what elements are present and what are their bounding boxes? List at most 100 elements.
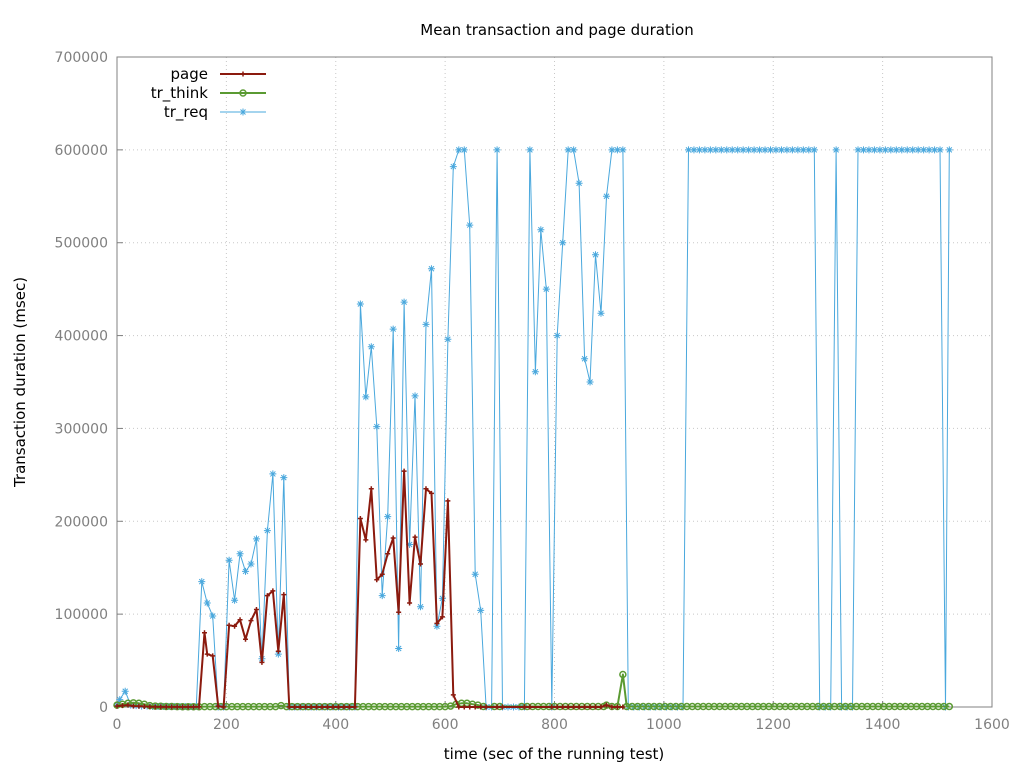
legend-label: page bbox=[171, 65, 208, 83]
data-point-page bbox=[412, 534, 418, 540]
data-point-tr_req bbox=[887, 146, 895, 154]
data-point-tr_req bbox=[384, 513, 392, 521]
legend-entry-page: page bbox=[171, 65, 266, 83]
data-point-page bbox=[401, 468, 407, 474]
data-point-tr_think bbox=[945, 702, 954, 711]
y-tick-label: 600000 bbox=[55, 143, 108, 159]
data-point-tr_req bbox=[695, 146, 703, 154]
data-point-tr_req bbox=[788, 146, 796, 154]
data-point-tr_req bbox=[684, 146, 692, 154]
data-point-tr_req bbox=[597, 309, 605, 317]
data-point-page bbox=[275, 648, 281, 654]
data-point-page bbox=[614, 704, 620, 710]
series-tr_think bbox=[113, 670, 954, 711]
data-point-page bbox=[494, 704, 500, 710]
data-point-tr_req bbox=[619, 146, 627, 154]
data-point-page bbox=[363, 537, 369, 543]
data-point-page bbox=[357, 516, 363, 521]
data-point-tr_req bbox=[406, 541, 414, 548]
data-point-tr_req bbox=[400, 298, 408, 306]
data-point-tr_req bbox=[247, 560, 255, 568]
data-point-page bbox=[549, 704, 555, 710]
data-point-tr_req bbox=[586, 378, 594, 386]
data-point-page bbox=[439, 614, 445, 620]
y-tick-label: 100000 bbox=[55, 607, 108, 623]
data-point-tr_req bbox=[767, 146, 775, 154]
data-point-tr_req bbox=[761, 146, 769, 154]
data-point-page bbox=[434, 620, 440, 626]
data-point-page bbox=[243, 636, 249, 642]
data-point-page bbox=[609, 704, 615, 710]
data-point-page bbox=[565, 704, 571, 710]
legend-entry-tr_req: tr_req bbox=[164, 103, 266, 122]
data-point-page bbox=[341, 704, 347, 710]
data-point-page bbox=[308, 704, 314, 710]
y-tick-label: 0 bbox=[99, 700, 108, 716]
data-point-page bbox=[407, 600, 413, 606]
legend-marker bbox=[240, 71, 246, 77]
data-point-page bbox=[303, 704, 309, 710]
data-point-page bbox=[527, 704, 533, 710]
data-point-tr_req bbox=[723, 146, 731, 154]
data-point-tr_req bbox=[411, 392, 419, 400]
data-point-page bbox=[576, 704, 582, 710]
data-point-tr_req bbox=[701, 146, 709, 154]
data-point-page bbox=[582, 704, 588, 710]
data-point-tr_req bbox=[920, 146, 928, 154]
data-point-page bbox=[428, 490, 434, 496]
data-point-page bbox=[204, 651, 210, 657]
data-point-tr_req bbox=[280, 474, 288, 482]
data-point-tr_req bbox=[945, 146, 953, 154]
data-point-tr_req bbox=[542, 285, 550, 293]
data-point-tr_req bbox=[537, 226, 545, 234]
data-point-tr_req bbox=[602, 192, 610, 200]
data-point-page bbox=[330, 704, 336, 710]
data-point-page bbox=[472, 704, 478, 710]
data-point-page bbox=[191, 704, 197, 710]
data-point-page bbox=[215, 703, 221, 709]
data-point-page bbox=[125, 702, 131, 708]
data-point-page bbox=[281, 592, 287, 598]
data-point-tr_req bbox=[805, 146, 813, 154]
data-point-page bbox=[270, 588, 276, 594]
data-point-page bbox=[325, 704, 331, 710]
data-point-page bbox=[202, 630, 207, 636]
data-point-page bbox=[374, 577, 380, 583]
data-point-tr_req bbox=[444, 335, 452, 343]
y-tick-label: 200000 bbox=[55, 514, 108, 530]
data-point-page bbox=[226, 622, 232, 628]
data-point-page bbox=[483, 704, 489, 710]
data-point-page bbox=[423, 486, 429, 492]
data-point-page bbox=[620, 704, 626, 710]
data-point-page bbox=[259, 659, 265, 665]
data-point-tr_req bbox=[870, 146, 878, 154]
data-point-tr_req bbox=[433, 622, 441, 630]
data-point-page bbox=[390, 535, 396, 541]
data-point-tr_req bbox=[728, 146, 736, 154]
data-point-tr_req bbox=[373, 423, 381, 431]
data-point-page bbox=[571, 704, 577, 710]
data-point-tr_req bbox=[936, 146, 944, 154]
data-point-page bbox=[152, 704, 158, 710]
data-point-tr_req bbox=[756, 146, 764, 154]
data-point-tr_req bbox=[745, 146, 753, 154]
data-point-tr_think bbox=[619, 670, 627, 679]
data-point-page bbox=[385, 551, 391, 557]
data-point-tr_req bbox=[455, 146, 463, 154]
data-point-tr_req bbox=[570, 146, 578, 154]
legend-marker bbox=[239, 89, 247, 97]
data-point-page bbox=[174, 704, 180, 710]
data-point-page bbox=[598, 704, 604, 710]
data-point-tr_req bbox=[832, 146, 840, 154]
data-point-page bbox=[352, 704, 358, 710]
data-point-page bbox=[587, 704, 593, 710]
data-point-tr_req bbox=[881, 146, 889, 154]
data-point-tr_req bbox=[466, 221, 474, 229]
x-axis-label: time (sec of the running test) bbox=[444, 745, 665, 763]
data-point-page bbox=[297, 704, 303, 710]
series-page bbox=[114, 468, 626, 710]
data-point-page bbox=[335, 704, 341, 710]
data-point-tr_req bbox=[608, 146, 616, 154]
data-point-tr_req bbox=[925, 146, 933, 154]
